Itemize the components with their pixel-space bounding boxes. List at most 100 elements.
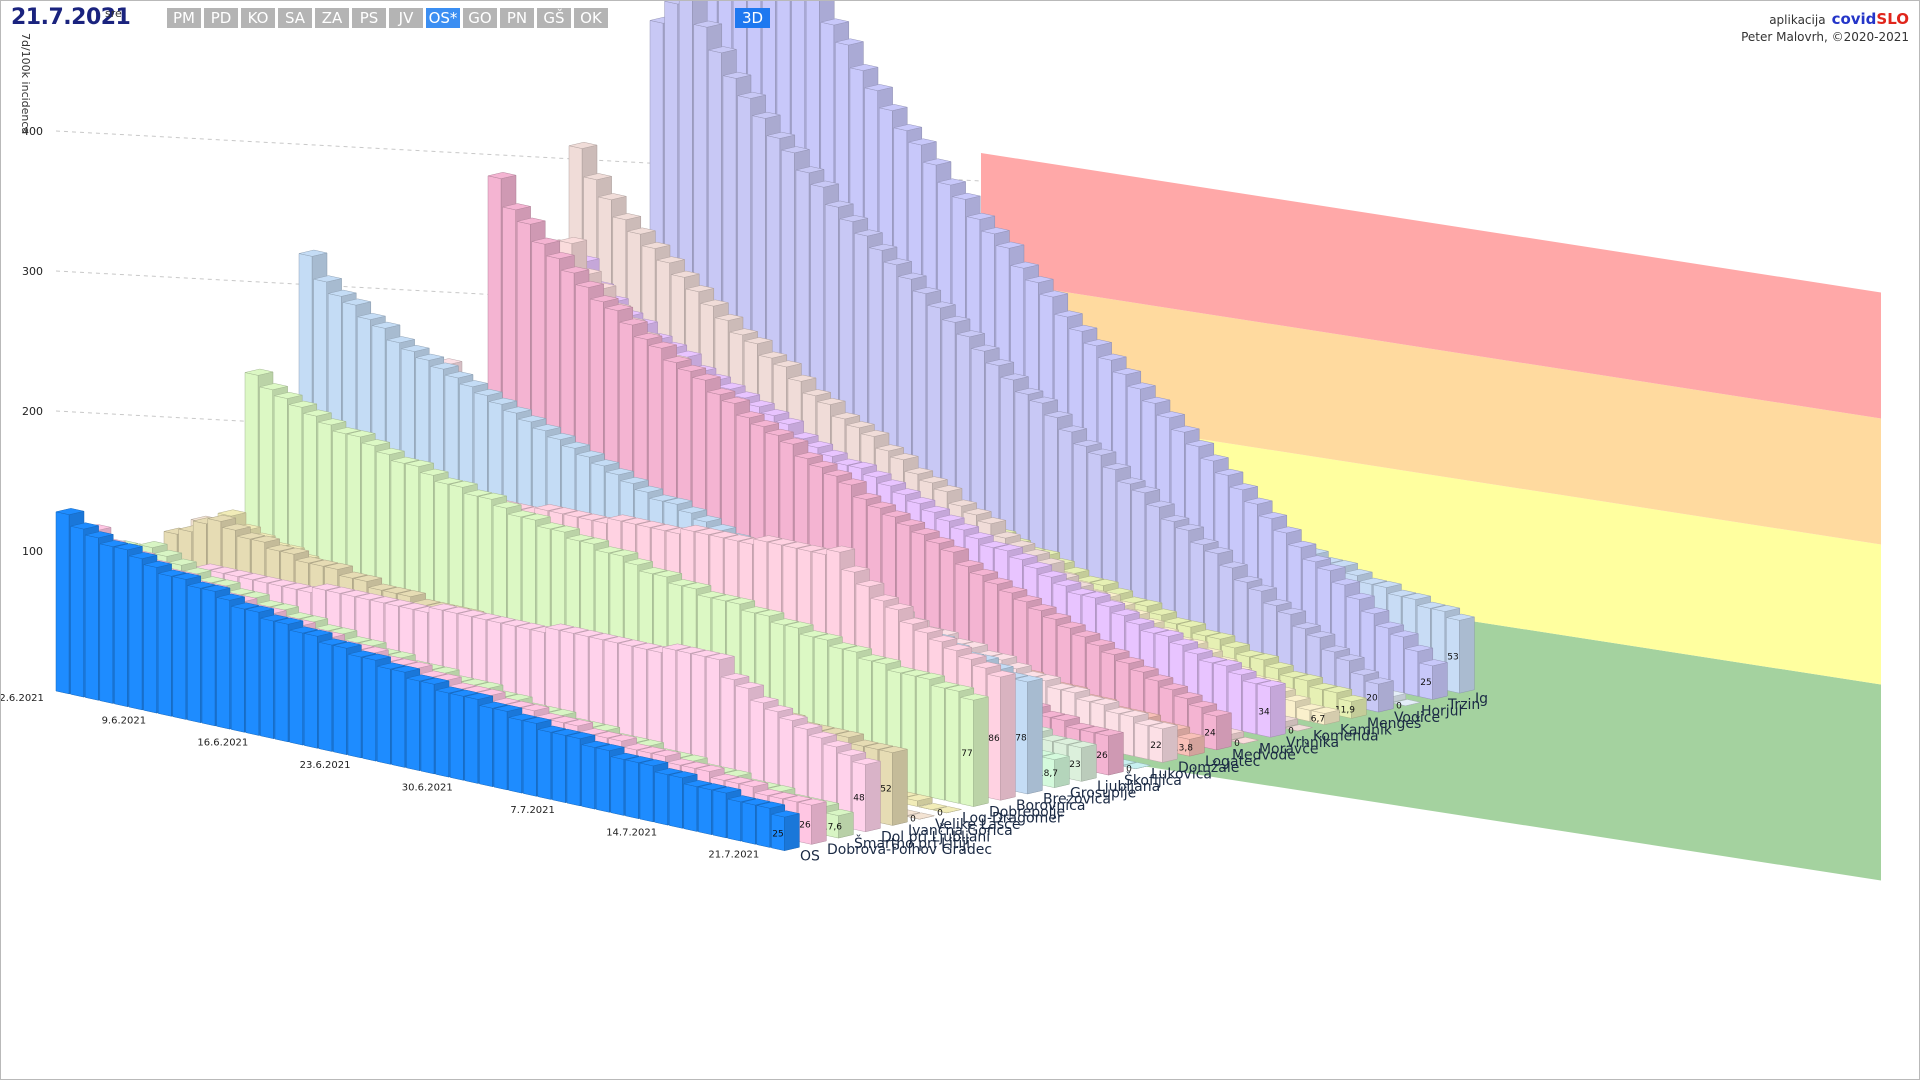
bar-top: [1221, 641, 1250, 649]
bar-top: [382, 586, 412, 594]
bar-top: [517, 415, 547, 423]
bar-top: [99, 540, 128, 547]
y-tick-label: 300: [22, 265, 43, 278]
series-name-label: Dol pri Ljubljani: [881, 829, 990, 845]
bar: [391, 669, 406, 768]
bar-top: [549, 507, 578, 515]
bar-top: [1309, 682, 1338, 690]
credit-app-label: aplikacija: [1769, 13, 1826, 27]
bar-top: [691, 649, 720, 657]
bar-top: [622, 517, 651, 525]
bar-top: [326, 586, 355, 594]
bar-top: [590, 295, 619, 303]
bar-top: [547, 432, 576, 440]
bar-top: [875, 444, 904, 452]
bar-top: [765, 428, 794, 436]
bar-top: [671, 270, 700, 278]
bar-top: [1039, 290, 1068, 298]
bar-top: [479, 701, 508, 709]
tab-os[interactable]: OS*: [426, 8, 460, 28]
bar-top: [712, 594, 741, 602]
bar-top: [977, 517, 1006, 525]
bar-top: [766, 131, 795, 139]
bar-top: [207, 514, 236, 522]
tab-pd[interactable]: PD: [204, 8, 238, 28]
bar-top: [720, 673, 750, 681]
zone-red: [981, 153, 1881, 419]
bar-top: [607, 514, 636, 522]
bar-top: [625, 756, 654, 763]
bar-top: [1279, 670, 1309, 678]
bar-top: [474, 388, 503, 396]
bar-top: [1054, 310, 1083, 318]
tab-sa[interactable]: SA: [278, 8, 312, 28]
bar-top: [797, 544, 826, 552]
bar-top: [916, 672, 945, 680]
x-tick-label: 2.6.2021: [1, 693, 44, 704]
bar-top: [222, 523, 251, 531]
bar-top: [550, 716, 579, 724]
bar-top: [545, 623, 574, 631]
bar-top: [209, 566, 239, 574]
bar-top: [139, 541, 168, 548]
bar-top: [1323, 686, 1352, 694]
bar-top: [708, 46, 737, 54]
bar-top: [1177, 620, 1206, 628]
bar: [916, 676, 930, 798]
bar: [318, 641, 333, 752]
bar-top: [575, 280, 604, 288]
bar-top: [960, 693, 989, 701]
view-3d-button[interactable]: 3D: [735, 8, 770, 28]
bar-top: [317, 418, 347, 426]
bar-top: [1148, 608, 1177, 616]
bar-top: [904, 794, 933, 802]
bar-top: [390, 456, 420, 464]
bar: [245, 609, 260, 736]
bar-top: [561, 441, 590, 449]
bar-top: [1140, 626, 1169, 634]
bar-top: [598, 193, 627, 201]
brand-logo-covid[interactable]: covid: [1831, 10, 1877, 28]
bar-top: [502, 203, 531, 211]
bar: [537, 729, 552, 800]
series-latest-label: 24: [1204, 729, 1216, 739]
tab-go[interactable]: GO: [463, 8, 497, 28]
bar-top: [843, 645, 872, 653]
tab-pm[interactable]: PM: [167, 8, 201, 28]
tab-gs[interactable]: GŠ: [537, 8, 571, 28]
bar-top: [1214, 468, 1244, 476]
tab-jv[interactable]: JV: [389, 8, 423, 28]
series-name-label: Dobrepolje: [989, 804, 1065, 820]
bar-top: [415, 353, 444, 361]
bar-top: [1009, 553, 1038, 560]
bar-top: [1082, 591, 1111, 599]
bar-side: [865, 760, 881, 833]
bar-top: [755, 609, 785, 617]
tab-za[interactable]: ZA: [315, 8, 349, 28]
bar-top: [463, 489, 493, 497]
bar: [55, 511, 70, 695]
tab-pn[interactable]: PN: [500, 8, 534, 28]
bar-top: [1044, 411, 1073, 418]
tab-ko[interactable]: KO: [241, 8, 275, 28]
bar-top: [328, 289, 357, 297]
bar-top: [370, 596, 399, 604]
tab-ps[interactable]: PS: [352, 8, 386, 28]
bar-top: [580, 537, 609, 545]
series-latest-label: 26: [1096, 751, 1108, 761]
bar-top: [848, 461, 877, 469]
series-name-label: Vrhnika: [1286, 735, 1339, 751]
bar-top: [700, 299, 729, 307]
bar-top: [1258, 512, 1287, 519]
bar: [84, 534, 99, 701]
bar-top: [933, 806, 962, 814]
bar-top: [1010, 261, 1039, 269]
tab-ok[interactable]: OK: [574, 8, 608, 28]
bar-top: [721, 396, 750, 404]
bar-top: [391, 665, 420, 673]
bar-top: [399, 602, 428, 610]
brand-logo-slo[interactable]: SLO: [1876, 10, 1909, 28]
bar-top: [268, 579, 297, 587]
bar-top: [376, 447, 405, 455]
bar-top: [972, 661, 1001, 669]
